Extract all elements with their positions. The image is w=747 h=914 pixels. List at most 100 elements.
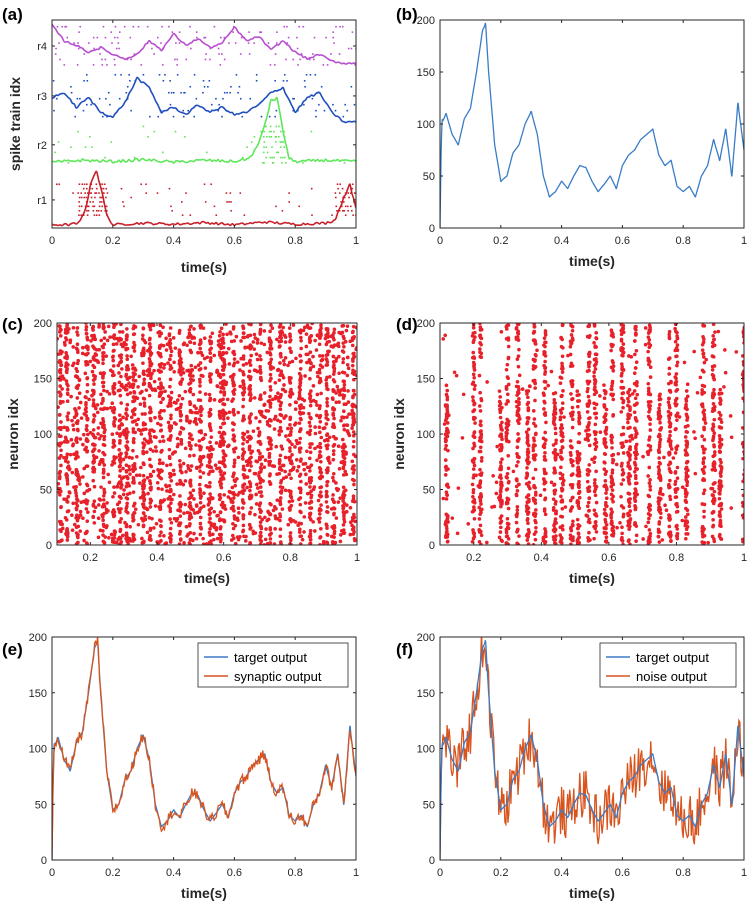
- spike-point: [231, 397, 235, 401]
- spike-point: [119, 486, 123, 490]
- spike-point: [272, 427, 277, 431]
- spike-point: [288, 455, 292, 460]
- spike-point: [258, 530, 263, 535]
- spike-point: [443, 333, 448, 338]
- spike-point: [207, 392, 212, 397]
- spike-point: [148, 342, 152, 346]
- spike-point: [559, 429, 563, 434]
- spike-point: [84, 331, 89, 336]
- spike-point: [165, 342, 170, 347]
- spike-point: [342, 423, 347, 427]
- spike-point: [208, 527, 212, 531]
- spike-point: [319, 508, 323, 512]
- spike-point: [251, 531, 256, 536]
- spike-point: [159, 450, 163, 454]
- spike-point: [124, 342, 128, 347]
- spike-dot: [300, 53, 303, 55]
- spike-point: [241, 447, 245, 451]
- spike-point: [542, 407, 546, 411]
- spike-point: [141, 369, 146, 374]
- spike-point: [663, 503, 667, 507]
- y-tick-label: 0: [429, 223, 435, 235]
- spike-point: [325, 532, 330, 537]
- spike-point: [188, 410, 193, 414]
- x-tick-label: 1: [741, 235, 747, 247]
- spike-point: [138, 391, 143, 395]
- spike-point: [602, 467, 607, 472]
- spike-point: [233, 483, 238, 488]
- spike-point: [288, 415, 293, 420]
- spike-point: [308, 424, 312, 428]
- spike-point: [298, 502, 303, 507]
- spike-point: [257, 457, 262, 461]
- spike-point: [559, 439, 564, 444]
- spike-point: [351, 433, 356, 438]
- spike-point: [479, 435, 483, 440]
- spike-point: [337, 400, 341, 404]
- spike-point: [198, 447, 202, 452]
- spike-point: [514, 335, 519, 340]
- spike-point: [331, 397, 335, 402]
- spike-point: [105, 389, 109, 394]
- spike-point: [318, 404, 322, 408]
- spike-point: [198, 326, 203, 330]
- spike-point: [331, 471, 336, 476]
- spike-point: [265, 420, 270, 424]
- spike-point: [234, 334, 239, 339]
- spike-point: [247, 456, 252, 461]
- spike-point: [302, 325, 307, 330]
- spike-point: [267, 424, 272, 428]
- spike-point: [298, 542, 303, 545]
- spike-point: [119, 540, 124, 544]
- spike-point: [249, 506, 254, 510]
- spike-point: [182, 541, 186, 545]
- spike-point: [75, 513, 79, 518]
- spike-point: [131, 332, 136, 337]
- spike-dot: [266, 151, 269, 154]
- spike-point: [348, 505, 353, 510]
- spike-point: [79, 416, 84, 420]
- spike-point: [76, 333, 80, 337]
- spike-point: [256, 426, 260, 431]
- spike-point: [504, 327, 509, 331]
- spike-point: [441, 496, 446, 501]
- spike-dot: [67, 162, 70, 164]
- spike-point: [586, 324, 590, 329]
- spike-point: [516, 439, 520, 443]
- spike-dot: [278, 136, 280, 138]
- spike-point: [247, 444, 252, 449]
- spike-point: [594, 336, 599, 341]
- spike-dot: [168, 91, 170, 94]
- spike-point: [96, 426, 101, 430]
- spike-point: [324, 342, 329, 347]
- spike-point: [90, 369, 95, 374]
- spike-point: [703, 421, 708, 425]
- spike-point: [124, 346, 128, 351]
- spike-point: [111, 445, 115, 449]
- spike-dot: [230, 85, 232, 88]
- spike-point: [479, 493, 483, 498]
- spike-point: [278, 352, 283, 357]
- spike-dot: [196, 36, 198, 39]
- spike-point: [543, 527, 547, 531]
- spike-point: [231, 380, 236, 385]
- y-tick-label: r3: [37, 91, 47, 103]
- spike-point: [161, 439, 166, 443]
- spike-point: [157, 334, 162, 338]
- spike-dot: [221, 115, 223, 118]
- spike-dot: [309, 73, 312, 76]
- spike-point: [221, 442, 225, 446]
- spike-point: [228, 497, 233, 501]
- spike-point: [92, 509, 97, 514]
- spike-point: [309, 334, 314, 338]
- spike-point: [60, 526, 65, 531]
- spike-point: [124, 337, 129, 341]
- spike-point: [236, 410, 241, 415]
- spike-dot: [332, 36, 335, 39]
- spike-point: [516, 364, 521, 369]
- spike-point: [514, 464, 519, 468]
- spike-dot: [95, 192, 98, 194]
- spike-point: [147, 393, 152, 398]
- spike-point: [178, 514, 183, 518]
- spike-point: [188, 522, 192, 526]
